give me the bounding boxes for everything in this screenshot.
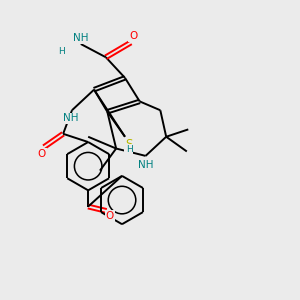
Text: O: O xyxy=(38,148,46,158)
Text: NH: NH xyxy=(73,33,88,43)
Text: S: S xyxy=(125,139,132,152)
Text: O: O xyxy=(129,31,137,41)
Text: NH: NH xyxy=(63,113,78,124)
Text: H: H xyxy=(58,47,64,56)
Text: O: O xyxy=(106,211,114,221)
Text: H: H xyxy=(126,145,133,154)
Text: NH: NH xyxy=(138,160,153,170)
